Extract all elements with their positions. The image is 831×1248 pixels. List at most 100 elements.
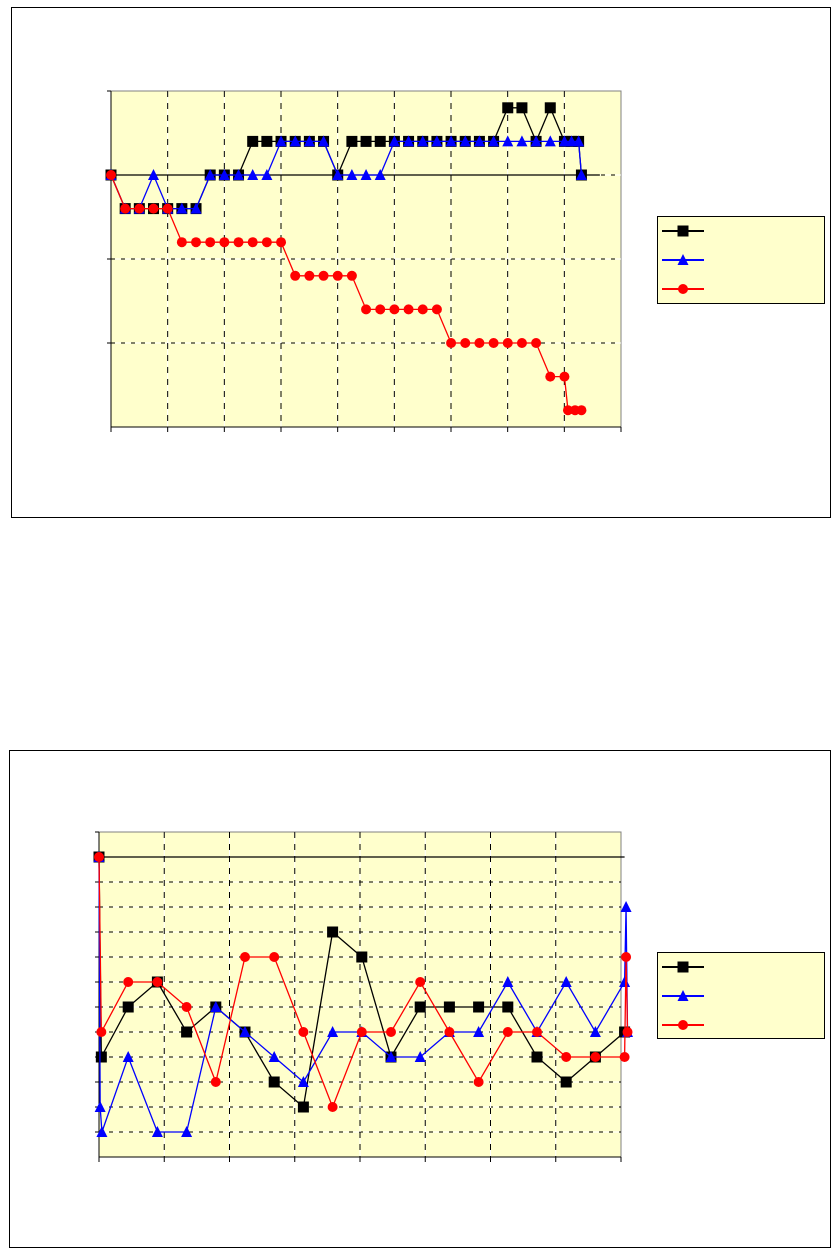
data-point [445, 135, 457, 147]
legend [657, 216, 825, 304]
data-point [181, 1002, 192, 1012]
data-point [488, 338, 499, 348]
data-point [516, 135, 528, 147]
data-point [120, 203, 131, 214]
data-point [356, 951, 368, 963]
data-point [289, 135, 301, 147]
data-point [502, 1027, 513, 1037]
data-point [247, 169, 259, 180]
data-point [122, 1001, 134, 1013]
data-point [268, 1076, 280, 1088]
data-point [621, 952, 632, 962]
data-point [122, 1051, 134, 1062]
data-point [240, 952, 250, 962]
data-point [134, 203, 145, 214]
data-point [374, 169, 386, 180]
data-point [388, 135, 400, 147]
data-point [403, 135, 415, 147]
data-point [261, 169, 273, 180]
data-point [545, 371, 556, 382]
legend-marker-square [677, 961, 689, 973]
data-point [346, 169, 358, 180]
data-point [444, 1027, 455, 1037]
data-point [561, 1052, 572, 1062]
data-point [297, 1101, 309, 1113]
data-point [573, 135, 585, 147]
legend [657, 952, 825, 1039]
data-point [414, 1001, 426, 1013]
data-point [417, 135, 429, 147]
data-point [473, 1077, 484, 1087]
data-point [210, 1001, 222, 1012]
data-point [190, 202, 202, 214]
data-point [566, 135, 578, 147]
data-point [446, 338, 457, 348]
data-point [123, 977, 134, 987]
data-point [298, 1027, 309, 1037]
data-point [576, 405, 587, 416]
legend-marker-square [677, 225, 689, 237]
data-point [385, 1051, 397, 1062]
data-point [233, 169, 245, 180]
data-point [560, 1076, 572, 1088]
data-point [148, 203, 159, 214]
data-point [460, 338, 471, 348]
data-point [443, 1001, 455, 1013]
data-point [356, 1027, 367, 1037]
data-point [589, 1026, 601, 1037]
data-point [327, 1026, 339, 1037]
data-point [374, 135, 386, 147]
data-point [96, 1027, 107, 1037]
data-point [219, 237, 230, 248]
data-point [318, 135, 330, 147]
data-point [247, 237, 258, 248]
data-point [560, 976, 572, 987]
legend-marker-triangle [677, 254, 689, 265]
data-point [532, 1027, 542, 1037]
series-circle [106, 170, 587, 416]
legend-marker-circle [678, 284, 688, 294]
data-point [386, 1027, 396, 1037]
data-point [205, 237, 216, 248]
data-point [106, 170, 116, 180]
data-point [152, 977, 163, 987]
data-point [502, 135, 514, 147]
data-point [531, 338, 542, 348]
data-point [502, 338, 513, 348]
data-point [327, 1102, 338, 1112]
data-point [96, 1126, 108, 1137]
data-point [94, 1101, 106, 1112]
data-point [327, 926, 339, 938]
data-point [346, 135, 358, 147]
data-point [360, 169, 372, 180]
data-point [360, 135, 372, 147]
data-point [590, 1052, 601, 1062]
data-point [181, 1126, 193, 1137]
data-point [544, 135, 556, 147]
data-point [151, 1126, 163, 1137]
data-point [558, 135, 570, 147]
series-circle [94, 852, 633, 1112]
data-point [176, 202, 188, 214]
data-point [269, 952, 280, 962]
series-line [98, 856, 626, 1109]
data-point [247, 135, 259, 147]
data-point [516, 338, 527, 348]
data-point [502, 1001, 514, 1013]
chart-1 [11, 7, 831, 518]
data-point [275, 135, 287, 147]
data-point [261, 237, 272, 248]
data-point [204, 169, 216, 180]
data-point [318, 270, 329, 281]
data-point [459, 135, 471, 147]
data-point [162, 203, 173, 214]
data-point [474, 338, 485, 348]
data-point [239, 1026, 251, 1037]
legend-marker-triangle [677, 990, 689, 1001]
data-point [619, 976, 631, 987]
data-point [290, 270, 301, 281]
data-point [332, 270, 343, 281]
legend-marker-circle [678, 1020, 688, 1030]
chart-2 [9, 750, 831, 1248]
data-point [389, 304, 400, 315]
